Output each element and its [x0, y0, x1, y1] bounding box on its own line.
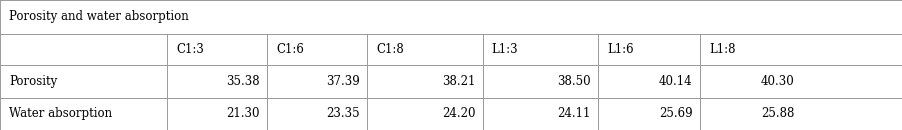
Text: 21.30: 21.30	[226, 107, 260, 120]
Text: 38.50: 38.50	[557, 75, 591, 88]
Text: Water absorption: Water absorption	[9, 107, 112, 120]
Text: 23.35: 23.35	[327, 107, 360, 120]
Text: Porosity and water absorption: Porosity and water absorption	[9, 10, 189, 23]
Text: Porosity: Porosity	[9, 75, 57, 88]
Text: 25.69: 25.69	[659, 107, 693, 120]
Text: C1:3: C1:3	[176, 43, 204, 56]
Text: 38.21: 38.21	[442, 75, 475, 88]
Text: 40.14: 40.14	[659, 75, 693, 88]
Text: L1:6: L1:6	[607, 43, 634, 56]
Text: 37.39: 37.39	[327, 75, 360, 88]
Text: L1:3: L1:3	[492, 43, 519, 56]
Text: 40.30: 40.30	[761, 75, 795, 88]
Text: C1:8: C1:8	[376, 43, 404, 56]
Text: 24.20: 24.20	[442, 107, 475, 120]
Text: L1:8: L1:8	[709, 43, 735, 56]
Text: 35.38: 35.38	[226, 75, 260, 88]
Text: C1:6: C1:6	[276, 43, 304, 56]
Text: 25.88: 25.88	[761, 107, 795, 120]
Text: 24.11: 24.11	[557, 107, 591, 120]
